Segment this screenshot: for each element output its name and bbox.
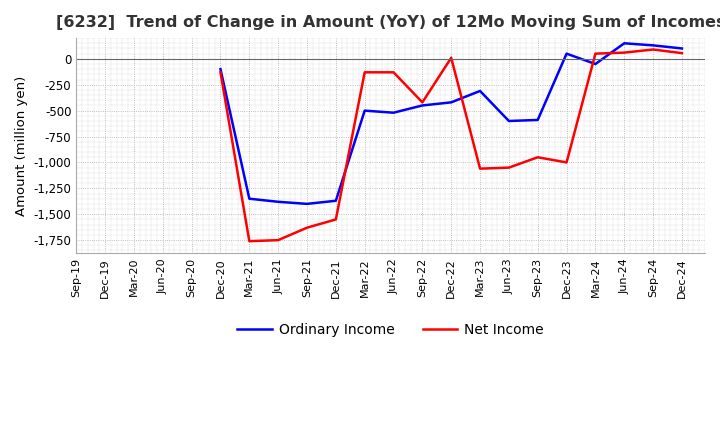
Net Income xyxy=(361,70,369,75)
Net Income xyxy=(447,55,456,60)
Ordinary Income xyxy=(361,108,369,113)
Ordinary Income xyxy=(476,88,485,94)
Ordinary Income xyxy=(331,198,340,203)
Net Income xyxy=(591,51,600,56)
Line: Net Income: Net Income xyxy=(220,50,682,241)
Net Income xyxy=(678,51,686,56)
Net Income xyxy=(331,217,340,222)
Ordinary Income xyxy=(302,201,311,206)
Ordinary Income xyxy=(620,40,629,46)
Ordinary Income xyxy=(245,196,253,202)
Net Income xyxy=(302,225,311,231)
Ordinary Income xyxy=(678,46,686,51)
Net Income xyxy=(418,100,427,105)
Ordinary Income xyxy=(447,100,456,105)
Net Income xyxy=(649,47,657,52)
Y-axis label: Amount (million yen): Amount (million yen) xyxy=(15,76,28,216)
Line: Ordinary Income: Ordinary Income xyxy=(220,43,682,204)
Ordinary Income xyxy=(649,43,657,48)
Net Income xyxy=(216,70,225,75)
Ordinary Income xyxy=(216,66,225,72)
Net Income xyxy=(562,160,571,165)
Net Income xyxy=(245,238,253,244)
Net Income xyxy=(274,238,282,243)
Net Income xyxy=(534,154,542,160)
Legend: Ordinary Income, Net Income: Ordinary Income, Net Income xyxy=(232,318,549,343)
Net Income xyxy=(390,70,398,75)
Net Income xyxy=(476,166,485,171)
Ordinary Income xyxy=(390,110,398,115)
Net Income xyxy=(505,165,513,170)
Ordinary Income xyxy=(418,103,427,108)
Net Income xyxy=(620,50,629,55)
Title: [6232]  Trend of Change in Amount (YoY) of 12Mo Moving Sum of Incomes: [6232] Trend of Change in Amount (YoY) o… xyxy=(56,15,720,30)
Ordinary Income xyxy=(591,61,600,66)
Ordinary Income xyxy=(274,199,282,205)
Ordinary Income xyxy=(505,118,513,124)
Ordinary Income xyxy=(562,51,571,56)
Ordinary Income xyxy=(534,117,542,123)
